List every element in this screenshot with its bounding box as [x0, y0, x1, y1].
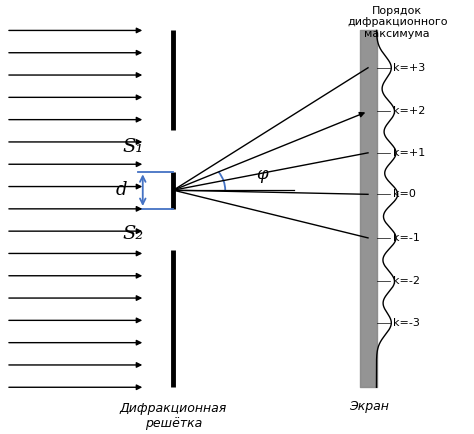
Text: k=0: k=0: [392, 189, 415, 199]
Text: S₂: S₂: [123, 225, 144, 243]
Text: Порядок
дифракционного
максимума: Порядок дифракционного максимума: [347, 6, 447, 39]
Text: S₁: S₁: [123, 138, 144, 156]
Text: k=-1: k=-1: [392, 233, 419, 243]
Text: k=-3: k=-3: [392, 318, 419, 328]
Text: k=-2: k=-2: [392, 276, 419, 286]
Text: k=+2: k=+2: [392, 106, 425, 116]
Text: φ: φ: [256, 166, 267, 183]
Text: Дифракционная
решётка: Дифракционная решётка: [120, 402, 227, 430]
Text: d: d: [116, 181, 128, 199]
Text: k=+1: k=+1: [392, 148, 425, 158]
Text: k=+3: k=+3: [392, 63, 425, 73]
Text: Экран: Экран: [349, 400, 389, 413]
